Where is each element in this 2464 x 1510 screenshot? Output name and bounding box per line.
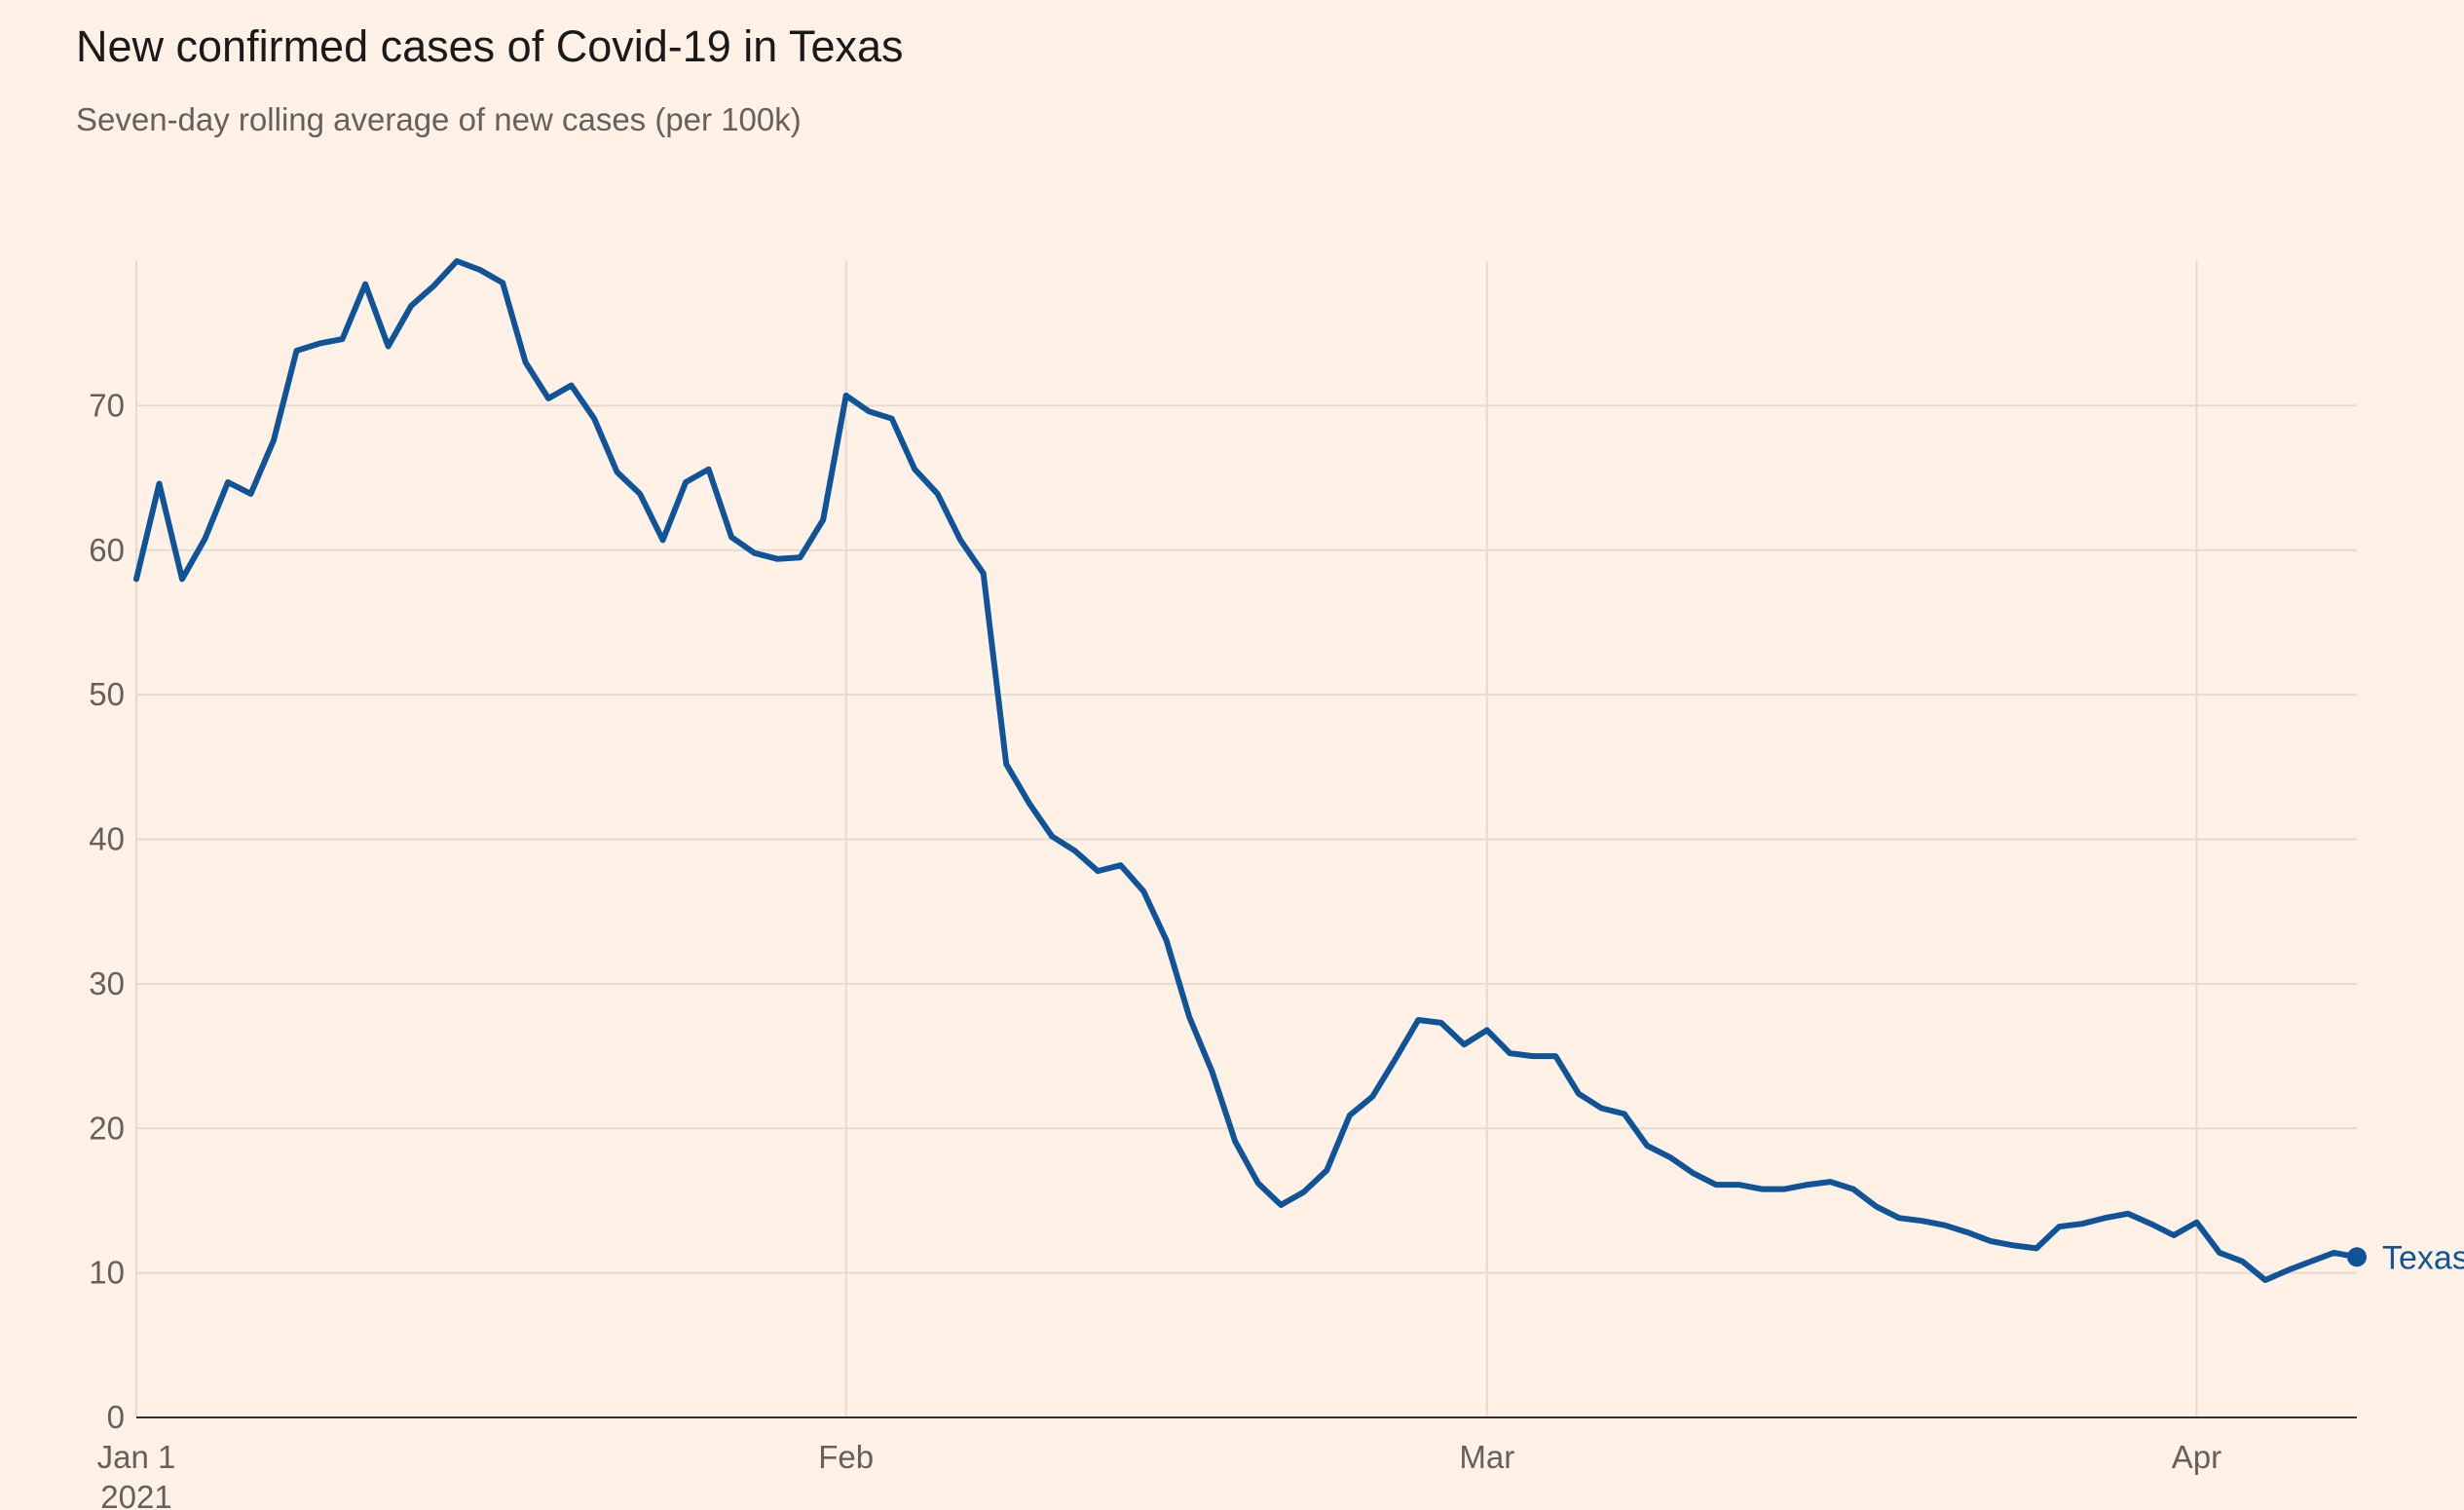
- x-tick-label: Jan 1: [97, 1439, 176, 1475]
- y-tick-label: 50: [89, 676, 125, 712]
- series-label: Texas: [2382, 1239, 2464, 1276]
- y-tick-label: 30: [89, 965, 125, 1001]
- x-tick-label: Feb: [818, 1439, 874, 1475]
- x-tick-label: Mar: [1459, 1439, 1514, 1475]
- y-tick-label: 0: [107, 1399, 125, 1435]
- y-tick-label: 70: [89, 387, 125, 423]
- x-tick-sublabel: 2021: [100, 1479, 171, 1510]
- y-tick-label: 20: [89, 1110, 125, 1146]
- series-end-point: [2347, 1247, 2367, 1267]
- series-line: [133, 258, 2360, 1283]
- y-tick-label: 60: [89, 532, 125, 568]
- y-tick-label: 10: [89, 1255, 125, 1291]
- x-tick-label: Apr: [2172, 1439, 2221, 1475]
- y-tick-label: 40: [89, 821, 125, 857]
- chart-subtitle: Seven-day rolling average of new cases (…: [76, 101, 802, 137]
- chart-title: New confirmed cases of Covid-19 in Texas: [76, 21, 904, 71]
